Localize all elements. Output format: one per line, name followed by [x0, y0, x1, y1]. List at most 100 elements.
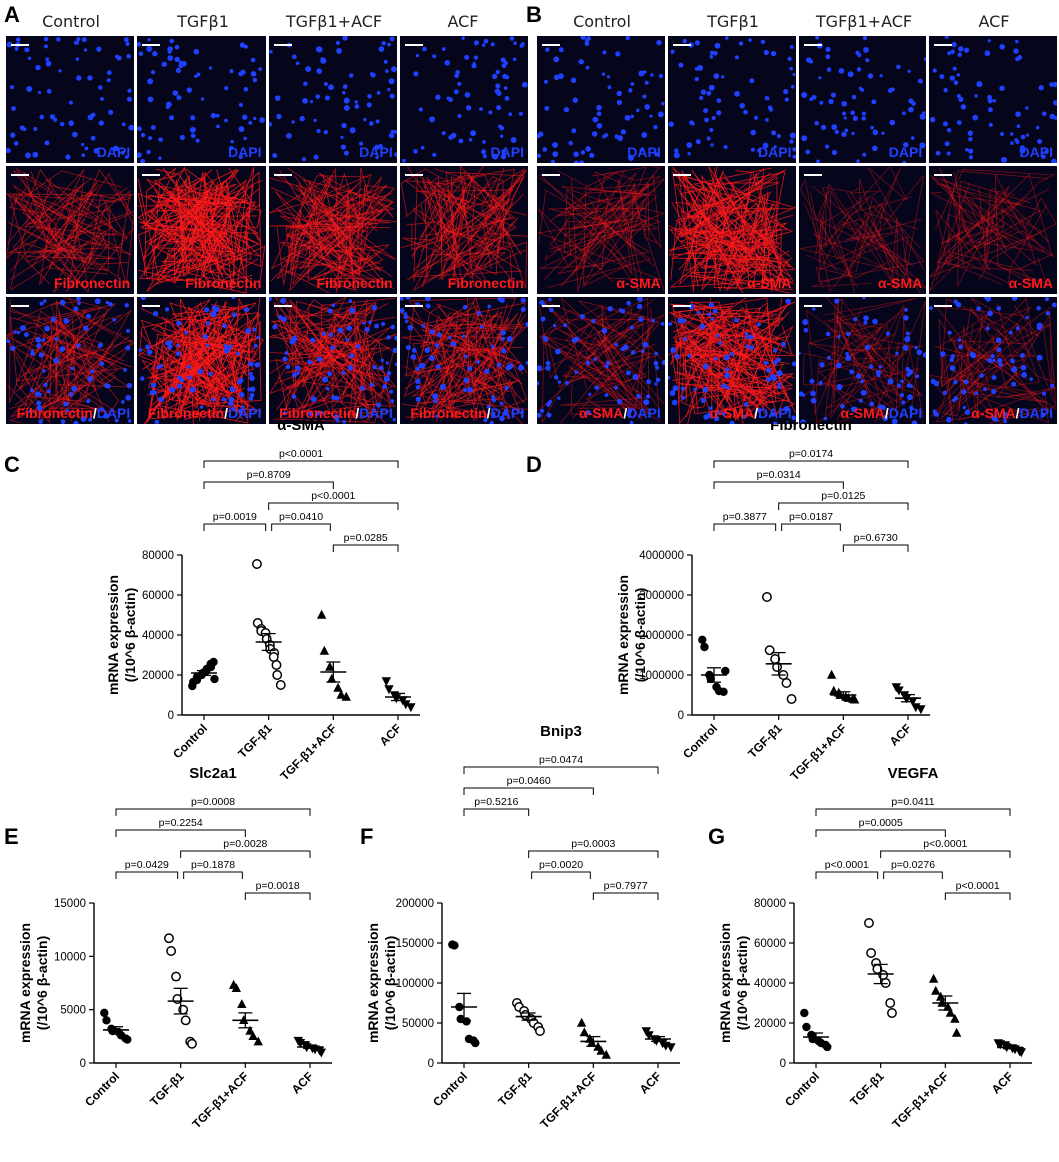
- nucleus: [958, 344, 964, 349]
- nucleus: [695, 139, 701, 145]
- nucleus: [862, 36, 867, 41]
- fiber: [307, 180, 360, 275]
- p-value-label: p=0.0019: [213, 511, 257, 523]
- fiber: [421, 174, 474, 288]
- fiber: [296, 195, 394, 283]
- nucleus: [820, 124, 826, 130]
- nucleus: [224, 86, 229, 91]
- nucleus: [28, 409, 33, 413]
- fiber: [570, 167, 647, 293]
- nucleus: [844, 351, 849, 356]
- nucleus: [686, 142, 692, 148]
- fiber: [538, 189, 651, 275]
- nucleus: [703, 413, 709, 420]
- nucleus: [800, 91, 807, 98]
- nucleus: [638, 316, 644, 322]
- nucleus: [907, 69, 911, 73]
- nucleus: [844, 354, 851, 361]
- nucleus: [1025, 106, 1029, 110]
- channel-label-separator: /: [754, 405, 759, 421]
- nucleus: [833, 298, 839, 304]
- nucleus: [638, 70, 645, 77]
- micrograph-a-merge-1: Fibronectin/DAPI: [137, 296, 266, 424]
- fiber: [146, 178, 237, 285]
- nucleus: [125, 394, 132, 401]
- micrograph-a-stain-3: Fibronectin: [399, 166, 528, 294]
- nucleus: [282, 411, 287, 416]
- y-axis-label-unit: (/10^6 β-actin): [632, 588, 648, 683]
- nucleus: [366, 102, 372, 108]
- nucleus: [488, 110, 493, 115]
- nucleus: [698, 95, 704, 100]
- p-value-label: p<0.0001: [956, 880, 1000, 892]
- nucleus: [996, 305, 1002, 311]
- nucleus: [953, 80, 959, 86]
- nucleus: [867, 73, 873, 79]
- fiber: [162, 315, 245, 395]
- nucleus: [322, 377, 326, 381]
- significance-bracket: [463, 808, 530, 816]
- fiber: [419, 310, 522, 348]
- data-point: [384, 685, 394, 695]
- p-value-label: p=0.0008: [191, 796, 235, 808]
- y-tick-label: 40000: [754, 978, 786, 990]
- nucleus: [415, 53, 419, 58]
- nucleus: [94, 298, 101, 304]
- fiber: [704, 301, 796, 356]
- nucleus: [584, 41, 590, 46]
- nucleus: [347, 298, 352, 303]
- fiber: [319, 298, 372, 402]
- nucleus: [319, 410, 323, 415]
- nucleus: [817, 76, 821, 80]
- nucleus: [228, 396, 235, 403]
- nucleus: [710, 317, 715, 321]
- scale-bar: [672, 174, 691, 177]
- fiber: [273, 332, 397, 385]
- data-point: [894, 686, 904, 696]
- fiber: [311, 326, 391, 381]
- nucleus: [979, 372, 985, 378]
- nucleus: [782, 89, 789, 95]
- nucleus: [388, 132, 394, 139]
- nucleus: [471, 63, 477, 69]
- nucleus: [843, 116, 847, 120]
- nucleus: [242, 114, 248, 120]
- fiber: [805, 309, 897, 360]
- fiber: [138, 185, 262, 294]
- nucleus: [221, 396, 227, 402]
- nucleus: [411, 347, 417, 353]
- nucleus: [49, 114, 56, 120]
- nucleus: [405, 344, 411, 350]
- nucleus: [33, 127, 38, 132]
- nucleus: [620, 129, 626, 135]
- nucleus: [455, 69, 460, 75]
- nucleus: [333, 395, 339, 401]
- nucleus: [585, 65, 590, 70]
- nucleus: [962, 405, 967, 409]
- nucleus: [789, 132, 796, 139]
- fiber: [547, 166, 661, 289]
- nucleus: [1019, 147, 1026, 154]
- nucleus: [126, 54, 132, 59]
- fiber: [144, 168, 177, 277]
- nucleus: [6, 338, 11, 343]
- nucleus: [1013, 48, 1019, 54]
- nucleus: [548, 399, 553, 404]
- nucleus: [230, 386, 236, 392]
- fiber: [671, 167, 774, 263]
- nucleus: [632, 373, 639, 380]
- nucleus: [87, 75, 93, 81]
- nucleus: [702, 363, 709, 369]
- fiber: [172, 313, 251, 361]
- nucleus: [165, 306, 170, 312]
- nucleus: [543, 337, 549, 342]
- data-point: [802, 1022, 811, 1032]
- nucleus: [673, 353, 680, 359]
- nucleus: [878, 364, 882, 369]
- significance-bracket: [815, 808, 1011, 816]
- nucleus: [29, 387, 34, 392]
- fiber: [971, 297, 1056, 383]
- nucleus: [147, 349, 153, 355]
- nucleus: [315, 68, 322, 74]
- nucleus: [169, 115, 175, 121]
